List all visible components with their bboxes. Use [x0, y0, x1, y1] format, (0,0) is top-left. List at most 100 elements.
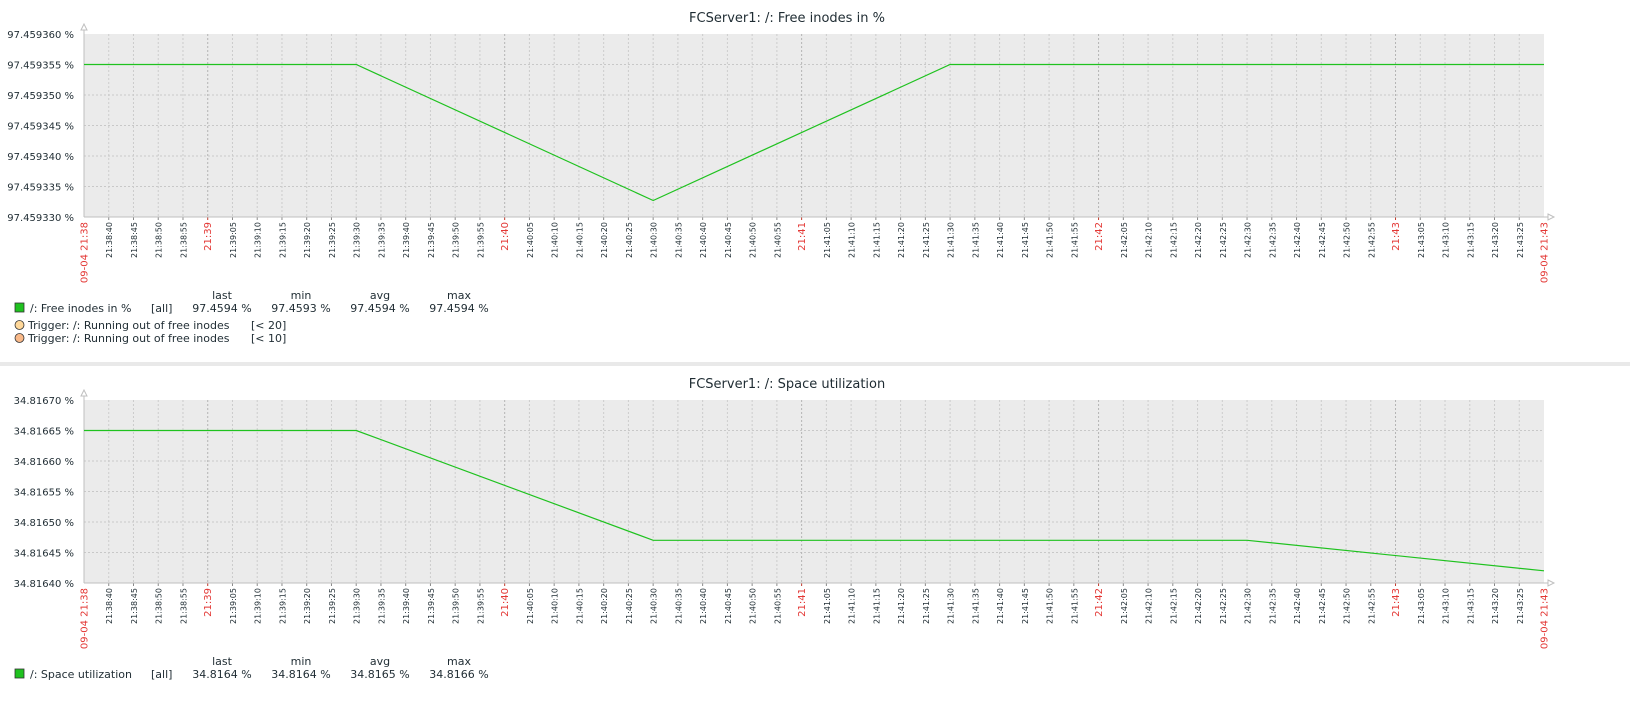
- g2-chart-title: FCServer1: /: Space utilization: [689, 377, 885, 392]
- g2-x-tick-label: 21:41:30: [947, 588, 956, 624]
- g1-y-tick-label: 97.459350 %: [7, 91, 74, 102]
- g2-x-tick-label: 21:40:10: [551, 588, 560, 624]
- g2-y-tick-label: 34.81655 %: [14, 488, 74, 499]
- g1-x-tick-label: 21:42:15: [1169, 222, 1178, 258]
- g2-x-tick-label: 21:39:10: [254, 588, 263, 624]
- g1-y-tick-label: 97.459355 %: [7, 61, 74, 72]
- g1-legend-header-max: max: [447, 289, 471, 302]
- g2-x-tick-label: 21:41:35: [971, 588, 980, 624]
- g1-x-tick-label: 21:41:20: [897, 222, 906, 258]
- g2-x-tick-label: 21:40:05: [526, 588, 535, 624]
- g2-legend-value-last: 34.8164 %: [192, 668, 251, 681]
- g1-legend-value-max: 97.4594 %: [429, 302, 488, 315]
- g1-x-tick-label: 21:42:10: [1145, 222, 1154, 258]
- g1-y-tick-label: 97.459360 %: [7, 30, 74, 41]
- g1-x-tick-label: 21:42:50: [1343, 222, 1352, 258]
- g1-y-tick-label: 97.459340 %: [7, 152, 74, 163]
- g2-legend-header-min: min: [291, 655, 312, 668]
- graph-free-inodes: FCServer1: /: Free inodes in % 97.459360 …: [0, 0, 1630, 362]
- graph-free-inodes-svg: FCServer1: /: Free inodes in % 97.459360 …: [7, 11, 1556, 345]
- g2-x-tick-label: 21:41:50: [1046, 588, 1055, 624]
- g1-trigger-label: Trigger: /: Running out of free inodes: [27, 332, 230, 345]
- g2-legend-label: /: Space utilization: [30, 668, 132, 681]
- g1-x-tick-label: 21:40:45: [724, 222, 733, 258]
- g2-x-tick-label: 21:42:35: [1268, 588, 1277, 624]
- g1-x-tick-label: 21:39:35: [377, 222, 386, 258]
- g1-x-start-label: 09-04 21:38: [80, 222, 91, 283]
- g1-trigger-icon: [14, 333, 25, 343]
- g1-x-tick-label: 21:39:25: [328, 222, 337, 258]
- g2-x-tick-label: 21:41:10: [848, 588, 857, 624]
- g1-x-tick-minute-label: 21:40: [500, 222, 511, 251]
- g1-y-axis-arrow: [80, 22, 88, 31]
- g1-legend-header-avg: avg: [370, 289, 390, 302]
- g1-legend-value-avg: 97.4594 %: [350, 302, 409, 315]
- g2-x-tick-label: 21:43:25: [1516, 588, 1525, 624]
- g2-x-axis-arrow: [1547, 579, 1556, 587]
- g2-y-axis-arrow: [80, 388, 88, 397]
- g1-x-tick-label: 21:38:45: [130, 222, 139, 258]
- g2-x-tick-minute-label: 21:41: [797, 588, 808, 617]
- graph-space-utilization: FCServer1: /: Space utilization 34.81670 …: [0, 366, 1630, 705]
- g1-chart-title: FCServer1: /: Free inodes in %: [689, 11, 885, 26]
- g2-legend-header-max: max: [447, 655, 471, 668]
- g1-x-tick-label: 21:39:10: [254, 222, 263, 258]
- g1-x-tick-label: 21:41:40: [996, 222, 1005, 258]
- g1-x-tick-label: 21:39:45: [427, 222, 436, 258]
- g1-x-tick-label: 21:43:20: [1491, 222, 1500, 258]
- g1-x-tick-label: 21:41:55: [1070, 222, 1079, 258]
- g1-trigger-condition: [< 20]: [251, 319, 286, 332]
- g2-x-tick-label: 21:41:55: [1070, 588, 1079, 624]
- g2-x-tick-label: 21:43:15: [1466, 588, 1475, 624]
- g2-x-end-label: 09-04 21:43: [1540, 588, 1551, 649]
- g1-x-tick-label: 21:40:35: [674, 222, 683, 258]
- g1-x-tick-label: 21:40:30: [650, 222, 659, 258]
- g2-x-tick-minute-label: 21:43: [1391, 588, 1402, 617]
- g2-x-tick-label: 21:39:55: [476, 588, 485, 624]
- g2-x-tick-minute-label: 21:40: [500, 588, 511, 617]
- g1-x-tick-label: 21:43:15: [1466, 222, 1475, 258]
- g1-x-end-label: 09-04 21:43: [1540, 222, 1551, 283]
- g1-x-tick-label: 21:38:50: [155, 222, 164, 258]
- g2-x-tick-label: 21:42:50: [1343, 588, 1352, 624]
- g2-x-tick-label: 21:42:45: [1318, 588, 1327, 624]
- g2-x-tick-label: 21:38:45: [130, 588, 139, 624]
- g2-x-tick-label: 21:42:40: [1293, 588, 1302, 624]
- g1-x-axis-arrow: [1547, 213, 1556, 221]
- g1-x-tick-label: 21:40:25: [625, 222, 634, 258]
- g2-y-tick-label: 34.81650 %: [14, 518, 74, 529]
- g1-legend-swatch: [14, 302, 25, 313]
- g2-series-line: [84, 429, 1545, 572]
- g2-legend-value-max: 34.8166 %: [429, 668, 488, 681]
- g2-legend-header-avg: avg: [370, 655, 390, 668]
- g2-legend-func: [all]: [151, 668, 172, 681]
- g1-x-tick-label: 21:41:35: [971, 222, 980, 258]
- g1-x-tick-label: 21:42:40: [1293, 222, 1302, 258]
- g2-x-tick-label: 21:42:20: [1194, 588, 1203, 624]
- g1-x-tick-label: 21:41:45: [1021, 222, 1030, 258]
- g2-x-tick-label: 21:39:45: [427, 588, 436, 624]
- g2-x-tick-label: 21:40:30: [650, 588, 659, 624]
- g1-x-tick-label: 21:41:15: [872, 222, 881, 258]
- g1-x-tick-label: 21:42:20: [1194, 222, 1203, 258]
- g1-x-tick-label: 21:41:25: [922, 222, 931, 258]
- g2-x-tick-label: 21:43:05: [1417, 588, 1426, 624]
- g1-x-tick-label: 21:40:55: [773, 222, 782, 258]
- g2-x-tick-label: 21:42:10: [1145, 588, 1154, 624]
- g1-x-tick-label: 21:42:35: [1268, 222, 1277, 258]
- g2-y-tick-label: 34.81645 %: [14, 549, 74, 560]
- g1-x-tick-minute-label: 21:41: [797, 222, 808, 251]
- g2-x-tick-label: 21:39:25: [328, 588, 337, 624]
- g1-trigger-condition: [< 10]: [251, 332, 286, 345]
- g2-x-tick-label: 21:40:20: [600, 588, 609, 624]
- g2-x-tick-label: 21:43:20: [1491, 588, 1500, 624]
- g1-x-tick-label: 21:39:50: [452, 222, 461, 258]
- g1-x-tick-label: 21:42:25: [1219, 222, 1228, 258]
- g1-x-tick-label: 21:43:25: [1516, 222, 1525, 258]
- g2-x-tick-label: 21:39:40: [402, 588, 411, 624]
- g1-legend-value-last: 97.4594 %: [192, 302, 251, 315]
- g1-x-tick-label: 21:43:05: [1417, 222, 1426, 258]
- g2-x-tick-label: 21:40:15: [575, 588, 584, 624]
- g2-x-tick-minute-label: 21:39: [203, 588, 214, 617]
- g2-x-tick-label: 21:41:40: [996, 588, 1005, 624]
